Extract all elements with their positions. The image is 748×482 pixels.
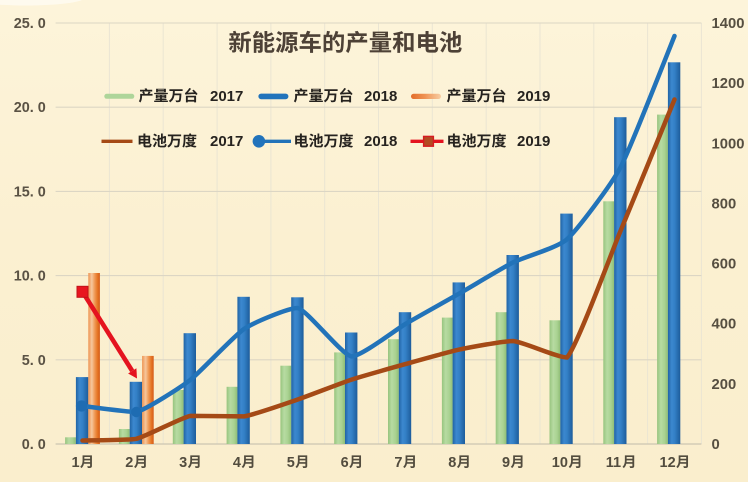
svg-text:2018: 2018 bbox=[364, 133, 397, 150]
svg-text:2017: 2017 bbox=[210, 88, 243, 105]
svg-text:800: 800 bbox=[712, 196, 737, 212]
svg-text:0: 0 bbox=[712, 437, 720, 453]
svg-text:2019: 2019 bbox=[517, 88, 550, 105]
svg-text:0. 0: 0. 0 bbox=[22, 437, 46, 453]
svg-text:400: 400 bbox=[712, 317, 737, 333]
svg-text:200: 200 bbox=[712, 377, 737, 393]
svg-text:1000: 1000 bbox=[712, 136, 745, 152]
svg-text:3: 3 bbox=[179, 455, 187, 471]
svg-text:2017: 2017 bbox=[210, 133, 243, 150]
svg-text:4: 4 bbox=[233, 455, 241, 471]
svg-text:25. 0: 25. 0 bbox=[14, 16, 46, 32]
svg-text:2019: 2019 bbox=[517, 133, 550, 150]
svg-text:600: 600 bbox=[712, 257, 737, 273]
svg-text:10. 0: 10. 0 bbox=[14, 269, 46, 285]
svg-text:8: 8 bbox=[448, 455, 456, 471]
svg-text:9: 9 bbox=[502, 455, 510, 471]
svg-text:2: 2 bbox=[125, 455, 133, 471]
svg-text:6: 6 bbox=[341, 455, 349, 471]
svg-text:20. 0: 20. 0 bbox=[14, 100, 46, 116]
svg-text:5: 5 bbox=[287, 455, 295, 471]
svg-text:1: 1 bbox=[72, 455, 80, 471]
svg-text:12: 12 bbox=[660, 455, 676, 471]
svg-text:2018: 2018 bbox=[364, 88, 397, 105]
svg-text:1200: 1200 bbox=[712, 76, 745, 92]
svg-text:5. 0: 5. 0 bbox=[22, 353, 46, 369]
svg-text:15. 0: 15. 0 bbox=[14, 184, 46, 200]
svg-text:11: 11 bbox=[606, 455, 621, 471]
svg-text:1400: 1400 bbox=[712, 16, 745, 32]
svg-text:7: 7 bbox=[394, 455, 402, 471]
svg-text:10: 10 bbox=[552, 455, 568, 471]
